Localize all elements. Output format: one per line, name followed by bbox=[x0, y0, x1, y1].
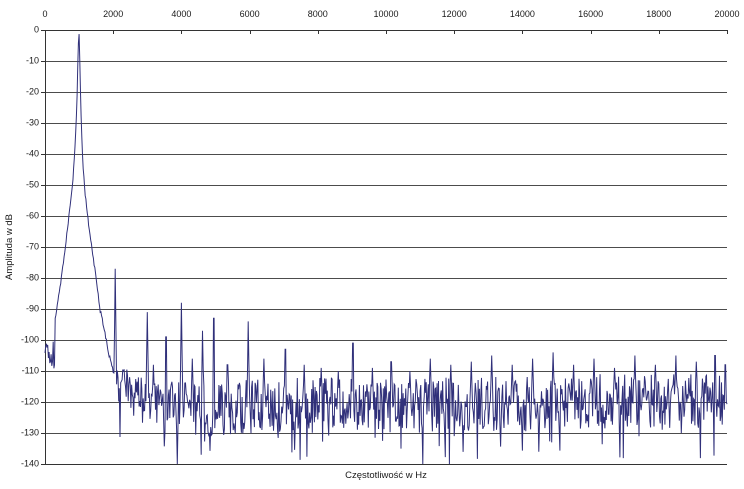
x-tick-label: 0 bbox=[42, 9, 48, 19]
x-tick-label: 12000 bbox=[441, 9, 467, 19]
y-tick-label: -80 bbox=[25, 272, 39, 283]
x-tick-label: 4000 bbox=[171, 9, 192, 19]
y-tick-label: -90 bbox=[25, 303, 39, 314]
y-tick-label: -10 bbox=[25, 55, 39, 66]
y-tick-label: -110 bbox=[21, 365, 39, 376]
y-tick-label: 0 bbox=[33, 24, 39, 35]
y-tick-label: -30 bbox=[25, 117, 39, 128]
x-tick-label: 2000 bbox=[103, 9, 124, 19]
y-tick-label: -140 bbox=[20, 458, 39, 469]
y-tick-label: -60 bbox=[25, 210, 39, 221]
x-tick-label: 10000 bbox=[373, 9, 399, 19]
x-tick-label: 14000 bbox=[509, 9, 535, 19]
y-tick-label: -50 bbox=[25, 179, 39, 190]
x-tick-label: 16000 bbox=[578, 9, 604, 19]
x-axis-title: Częstotliwość w Hz bbox=[345, 470, 427, 481]
x-tick-label: 8000 bbox=[307, 9, 328, 19]
y-tick-label: -20 bbox=[25, 86, 39, 97]
y-tick-label: -120 bbox=[20, 396, 39, 407]
y-tick-label: -70 bbox=[25, 241, 39, 252]
x-tick-label: 20000 bbox=[714, 9, 740, 19]
y-tick-label: -40 bbox=[25, 148, 39, 159]
y-axis-title: Amplituda w dB bbox=[4, 213, 15, 281]
x-tick-label: 18000 bbox=[646, 9, 672, 19]
x-tick-label: 6000 bbox=[239, 9, 260, 19]
spectrum-line bbox=[44, 34, 728, 465]
y-tick-label: -130 bbox=[20, 427, 39, 438]
y-tick-label: -100 bbox=[20, 334, 39, 345]
